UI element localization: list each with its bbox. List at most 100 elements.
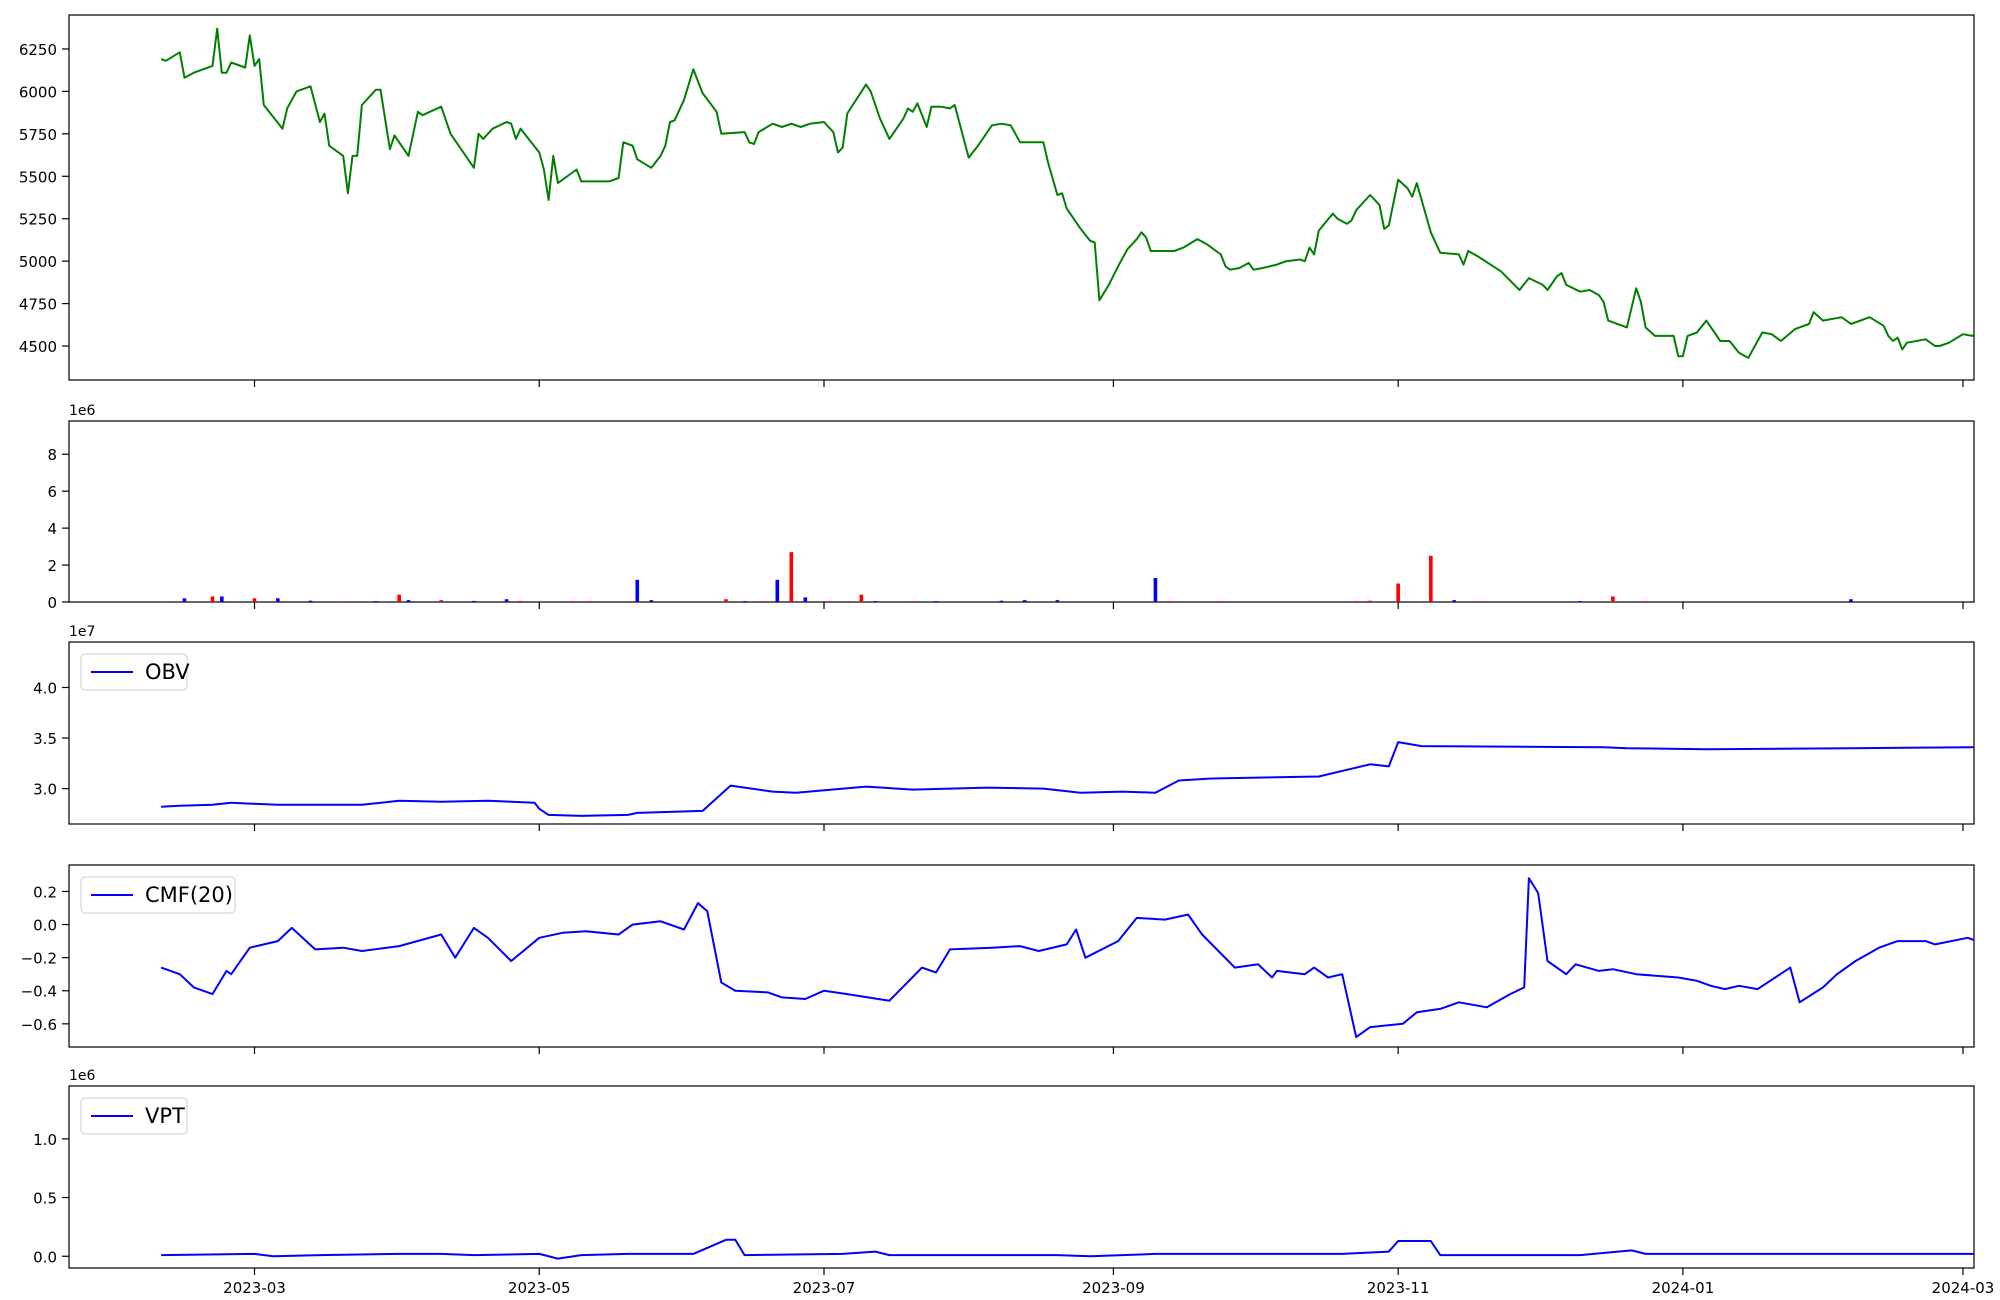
volume-bar [649, 600, 654, 602]
volume-bar [439, 600, 444, 602]
vpt-plot-frame [68, 1085, 1975, 1269]
volume-bar [826, 601, 831, 602]
volume-bar [210, 596, 215, 602]
cmf-ytick-label: 0.0 [33, 917, 57, 935]
vpt-ytick-label: 0.0 [33, 1248, 57, 1266]
price-panel: 4500 4750 5000 5250 5500 5750 6000 6250 [19, 14, 1975, 387]
volume-bar [1611, 596, 1615, 602]
volume-ytick-label: 0 [47, 594, 57, 612]
x-tick-label: 2024-03 [1932, 1279, 1995, 1297]
volume-bar [859, 594, 864, 602]
volume-bar [1368, 600, 1372, 602]
x-tick-label: 2023-09 [1082, 1279, 1145, 1297]
obv-ytick-label: 4.0 [33, 680, 57, 698]
cmf-panel: −0.6 −0.4 −0.2 0.0 0.2 CMF(20) [21, 864, 1975, 1054]
x-tick-label: 2023-07 [793, 1279, 856, 1297]
volume-bar [504, 599, 509, 602]
volume-bar [789, 552, 794, 602]
volume-ytick-label: 2 [47, 557, 57, 575]
price-ytick-label: 6000 [19, 83, 57, 101]
volume-bar [635, 579, 640, 602]
volume-bar [1153, 577, 1158, 602]
volume-bar [518, 600, 523, 602]
vpt-legend-box [80, 1097, 188, 1135]
volume-bar [220, 596, 224, 602]
volume-bar [1452, 600, 1456, 602]
cmf-ytick-label: −0.6 [21, 1016, 57, 1034]
cmf-legend-box [80, 876, 236, 914]
cmf-plot-frame [68, 864, 1975, 1048]
volume-scale-offset-label: 1e6 [69, 403, 96, 419]
price-ytick-label: 4500 [19, 338, 57, 356]
cmf-ytick-label: 0.2 [33, 883, 57, 901]
price-series-line [160, 27, 1974, 359]
volume-bar [1218, 601, 1223, 602]
volume-bar [934, 601, 938, 602]
vpt-ytick-label: 0.5 [33, 1190, 57, 1208]
obv-ytick-label: 3.5 [33, 730, 57, 748]
cmf-ytick-label: −0.4 [21, 983, 57, 1001]
volume-bar [873, 601, 878, 602]
price-ytick-label: 5750 [19, 126, 57, 144]
cmf-series-line [160, 877, 1974, 1039]
volume-bar [1167, 601, 1172, 602]
volume-bar [1849, 599, 1853, 602]
obv-series-line [161, 741, 1974, 817]
volume-bar [1480, 601, 1484, 602]
volume-plot-frame [68, 420, 1975, 603]
volume-bar [1055, 600, 1060, 602]
volume-bar [803, 597, 808, 602]
volume-bar [1578, 601, 1583, 602]
volume-bar [397, 594, 402, 602]
x-tick-label: 2023-05 [508, 1279, 571, 1297]
price-ytick-label: 5250 [19, 211, 57, 229]
volume-bar [775, 579, 780, 602]
vpt-legend-label: VPT [145, 1104, 185, 1128]
volume-bar [999, 600, 1004, 602]
volume-bar [374, 601, 378, 602]
volume-ytick-label: 4 [47, 520, 57, 538]
obv-panel: 3.0 3.5 4.0 1e7 OBV [33, 624, 1975, 831]
price-ytick-label: 5500 [19, 168, 57, 186]
volume-bar [570, 601, 574, 602]
price-plot-frame [68, 14, 1975, 381]
volume-bar [1643, 601, 1648, 602]
volume-bar [252, 598, 257, 602]
x-tick-label: 2023-03 [223, 1279, 286, 1297]
volume-panel: 0 2 4 6 8 1e6 [47, 403, 1989, 612]
vpt-ytick-label: 1.0 [33, 1131, 57, 1149]
x-tick-label: 2023-11 [1367, 1279, 1430, 1297]
volume-ytick-label: 6 [47, 483, 57, 501]
volume-bar [406, 600, 411, 602]
volume-bar [182, 598, 187, 602]
obv-scale-offset-label: 1e7 [69, 624, 95, 640]
volume-bar [724, 599, 728, 602]
volume-bar [308, 600, 313, 602]
price-ytick-label: 6250 [19, 41, 57, 59]
vpt-panel: 0.0 0.5 1.0 2023-03 2023-05 2023-07 2023-09 202… [33, 1068, 1995, 1297]
volume-bar [1354, 601, 1358, 602]
volume-bar [588, 601, 593, 602]
obv-plot-frame [68, 641, 1975, 825]
volume-bar [472, 600, 476, 602]
volume-ytick-label: 8 [47, 446, 57, 464]
price-ytick-label: 4750 [19, 296, 57, 314]
volume-bar [761, 601, 766, 602]
volume-bar [1985, 601, 1989, 602]
x-tick-label: 2024-01 [1652, 1279, 1715, 1297]
cmf-ytick-label: −0.2 [21, 950, 57, 968]
obv-legend-label: OBV [145, 660, 190, 684]
vpt-scale-offset-label: 1e6 [69, 1068, 96, 1084]
volume-bar [341, 601, 345, 602]
obv-ytick-label: 3.0 [33, 781, 57, 799]
obv-legend-box [80, 653, 188, 691]
price-ytick-label: 5000 [19, 253, 57, 271]
volume-bar [1429, 555, 1433, 602]
volume-bar [1022, 600, 1027, 602]
volume-bar [1396, 583, 1400, 602]
cmf-legend-label: CMF(20) [145, 883, 233, 907]
volume-bar [742, 601, 747, 602]
vpt-series-line [161, 1238, 1974, 1260]
volume-bar [910, 601, 915, 602]
